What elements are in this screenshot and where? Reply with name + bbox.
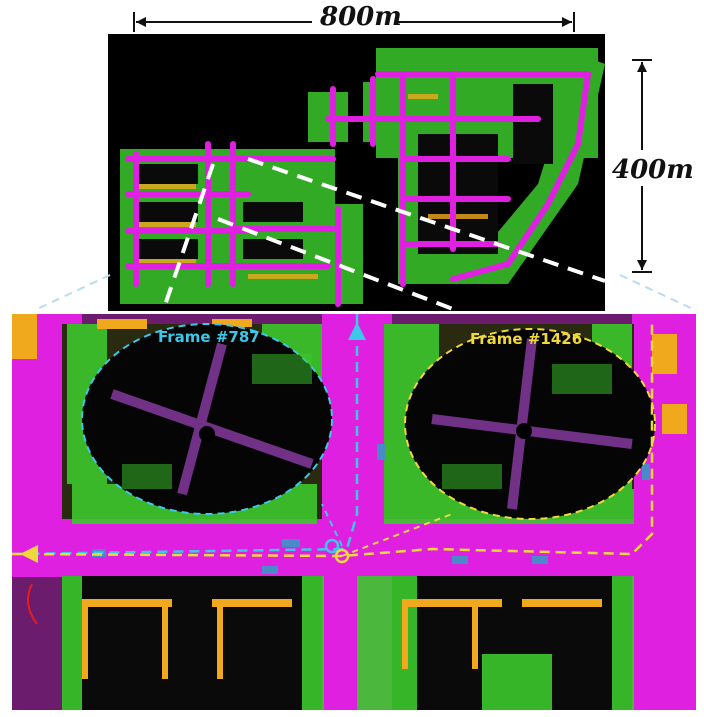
zoom-connector bbox=[30, 270, 700, 316]
frame-label-787: Frame #787 bbox=[158, 328, 260, 346]
overview-pointcloud-map bbox=[108, 34, 605, 311]
scale-width-arrow bbox=[132, 10, 576, 34]
scale-height-arrow bbox=[630, 58, 654, 274]
frame-label-1426: Frame #1426 bbox=[470, 330, 583, 348]
zoomed-pointcloud-map bbox=[12, 314, 696, 710]
scale-width-label: 800m bbox=[320, 2, 402, 32]
scale-height-label: 400m bbox=[612, 155, 694, 185]
